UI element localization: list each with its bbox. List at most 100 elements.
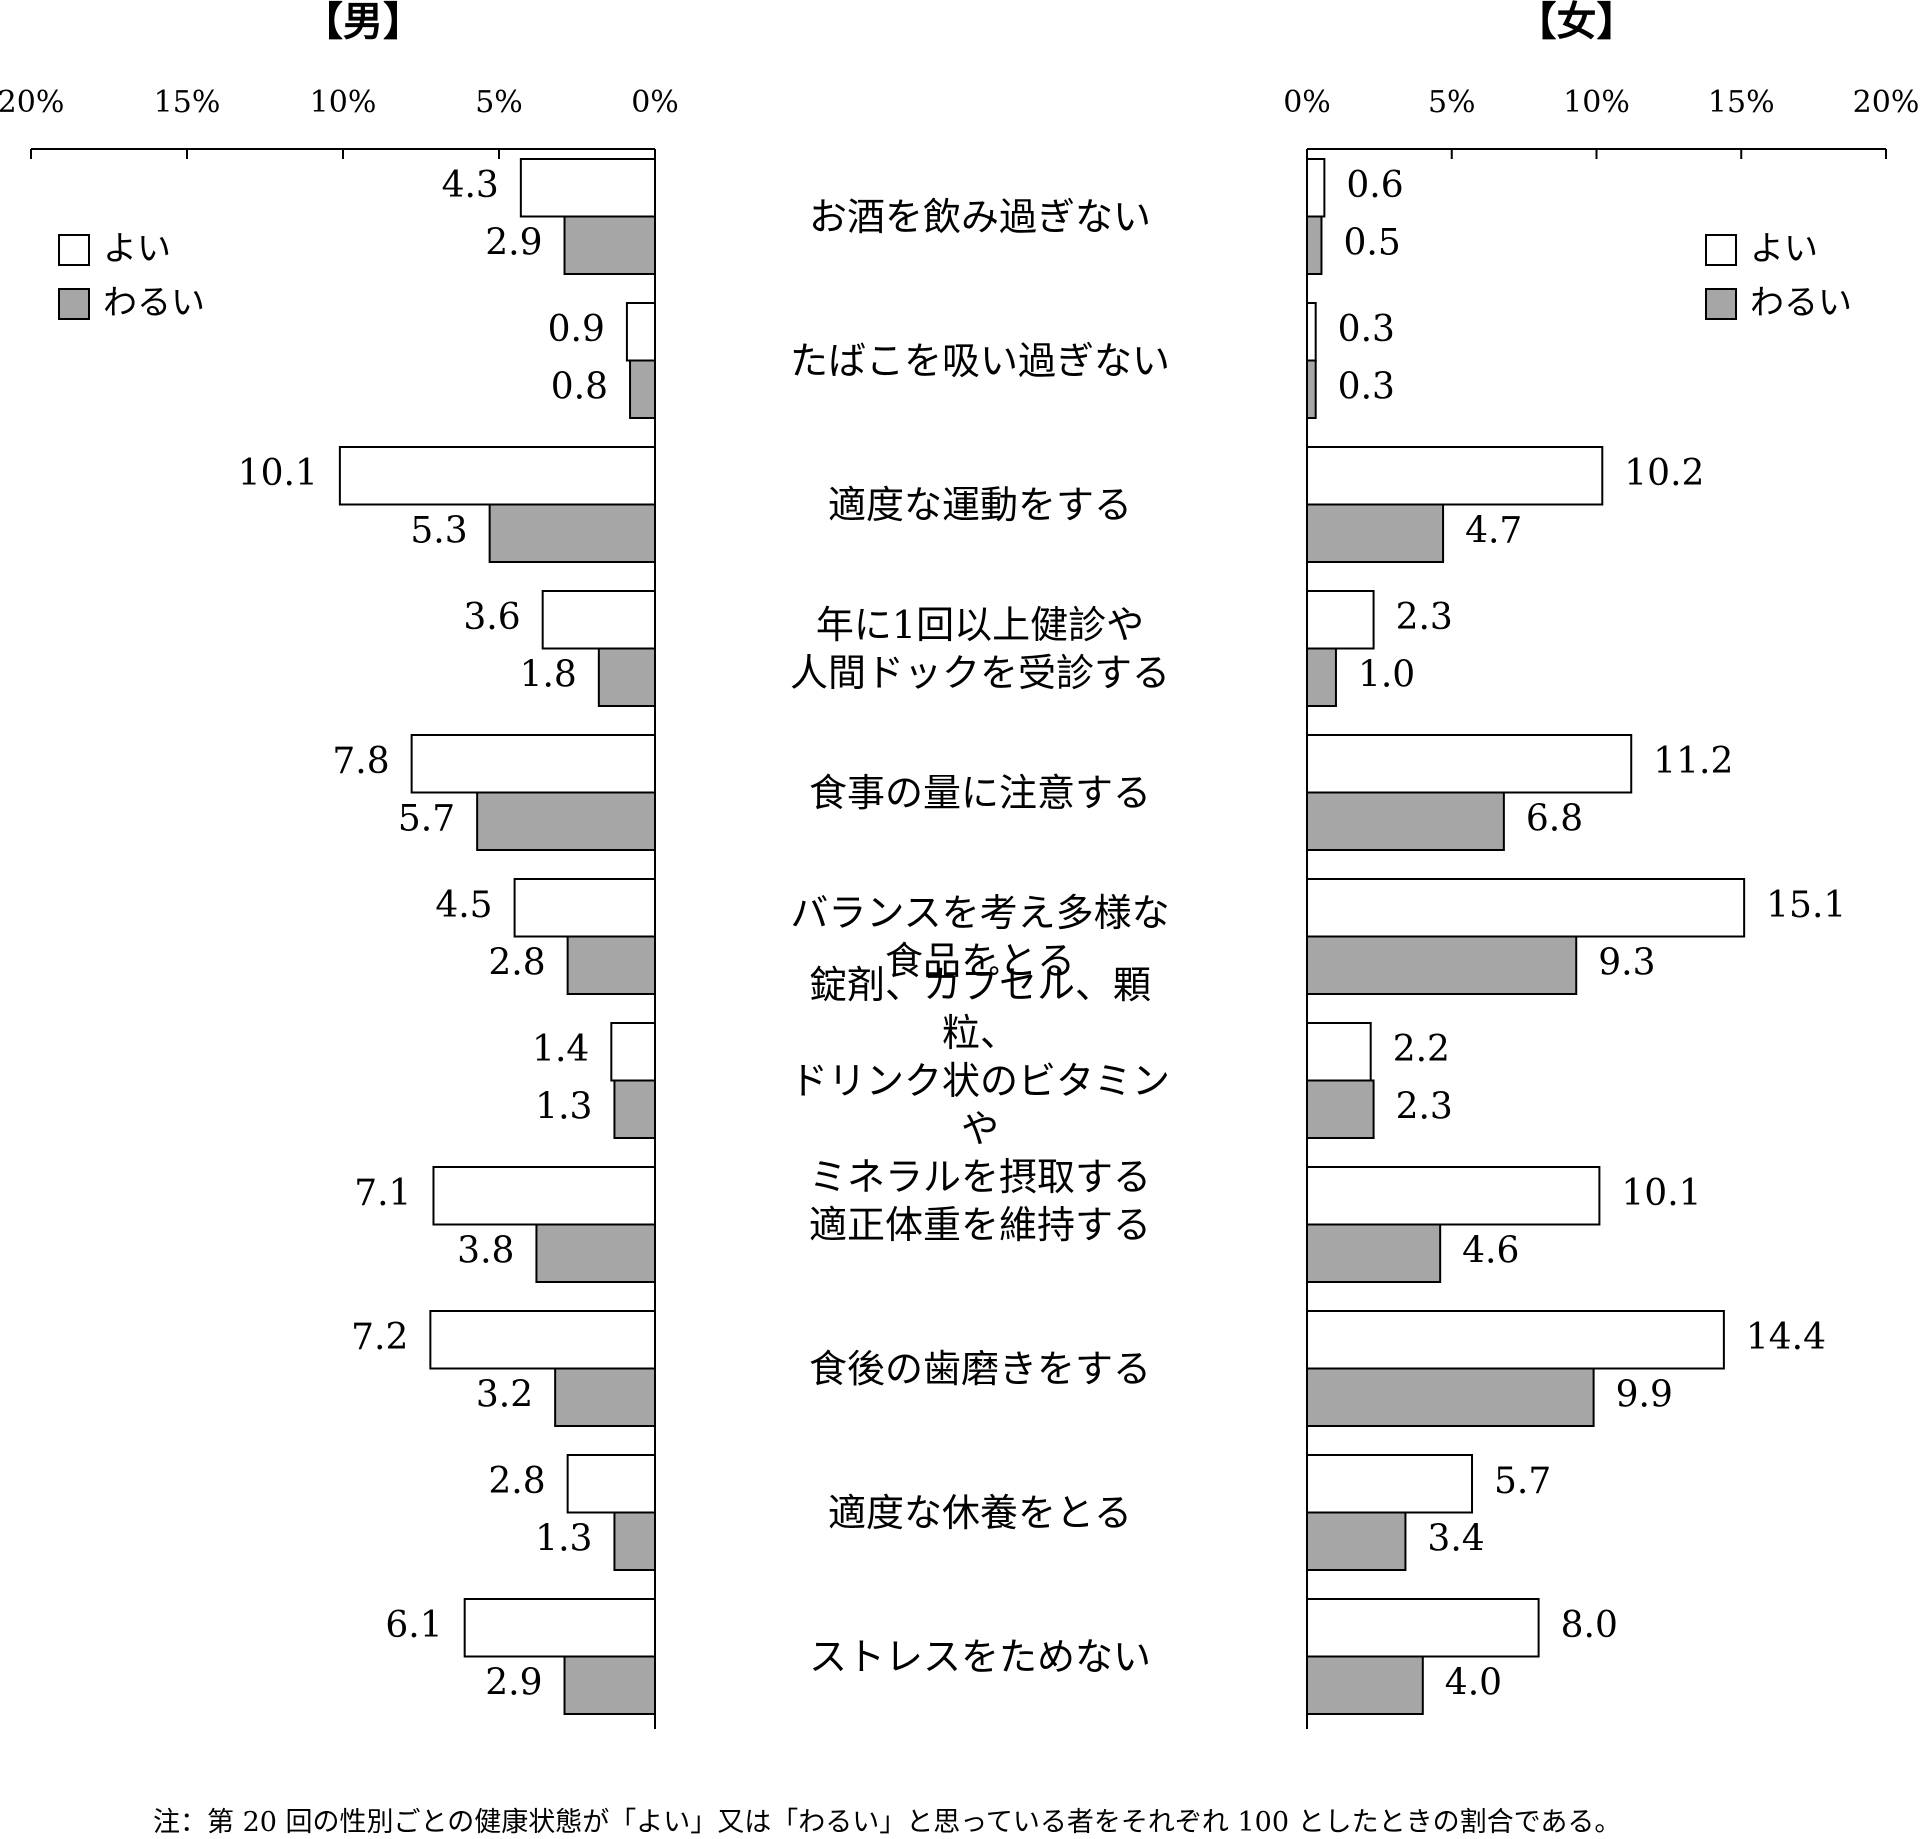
value-label: 0.9	[548, 309, 605, 350]
bar	[1306, 647, 1337, 707]
value-label: 0.6	[1346, 165, 1403, 206]
bar	[625, 302, 656, 362]
bar	[519, 158, 657, 218]
category-label: たばこを吸い過ぎない	[789, 338, 1170, 383]
value-label: 0.3	[1338, 366, 1395, 407]
category-label: ストレスをためない	[808, 1634, 1151, 1679]
legend-label: わるい	[103, 283, 205, 323]
value-label: 10.2	[1624, 453, 1704, 494]
value-label: 1.0	[1358, 654, 1415, 695]
bar	[1306, 359, 1317, 419]
legend-label: わるい	[1750, 283, 1852, 323]
bar	[432, 1166, 657, 1226]
value-label: 5.7	[1494, 1461, 1551, 1502]
bar	[1306, 215, 1323, 275]
value-label: 4.7	[1465, 510, 1522, 551]
x-tick-label: 10%	[1563, 85, 1630, 120]
bar	[1306, 158, 1326, 218]
value-label: 1.3	[535, 1086, 592, 1127]
x-tick-label: 0%	[1283, 85, 1331, 120]
bar	[338, 446, 656, 506]
bar	[429, 1310, 656, 1370]
value-label: 3.6	[463, 597, 520, 638]
bar	[1306, 1079, 1375, 1139]
value-label: 3.8	[457, 1230, 514, 1271]
value-label: 5.3	[410, 510, 467, 551]
chart-title: 【女】	[1517, 0, 1637, 45]
chart-title: 【男】	[303, 0, 423, 45]
value-label: 2.9	[485, 222, 542, 263]
note: 注：第 20 回の性別ごとの健康状態が「よい」又は「わるい」と思っている者をそれ…	[153, 1807, 1622, 1838]
value-label: 5.7	[398, 798, 455, 839]
bar	[410, 734, 657, 794]
bar	[566, 1454, 657, 1514]
x-tick-label: 5%	[475, 85, 523, 120]
value-label: 0.3	[1338, 309, 1395, 350]
bar	[488, 503, 657, 563]
legend-swatch	[58, 234, 90, 266]
value-label: 0.8	[551, 366, 608, 407]
bar	[1306, 1598, 1540, 1658]
value-label: 9.3	[1598, 942, 1655, 983]
value-label: 4.5	[435, 885, 492, 926]
bar	[1306, 1166, 1601, 1226]
bar	[1306, 503, 1445, 563]
value-label: 3.2	[476, 1374, 533, 1415]
value-label: 8.0	[1561, 1605, 1618, 1646]
bar	[1306, 791, 1505, 851]
bar	[1306, 1310, 1725, 1370]
value-label: 1.3	[535, 1518, 592, 1559]
value-label: 11.2	[1653, 741, 1733, 782]
bar	[1306, 1367, 1595, 1427]
bar	[1306, 590, 1375, 650]
value-label: 7.2	[351, 1317, 408, 1358]
bar	[1306, 446, 1604, 506]
legend-label: よい	[103, 229, 171, 269]
bar	[541, 590, 656, 650]
value-label: 2.3	[1396, 597, 1453, 638]
bar	[1306, 1511, 1407, 1571]
bar	[563, 1655, 657, 1715]
category-label: 食後の歯磨きをする	[808, 1346, 1151, 1391]
bar	[554, 1367, 656, 1427]
legend-swatch	[58, 288, 90, 320]
bar	[476, 791, 656, 851]
value-label: 7.8	[332, 741, 389, 782]
category-label: バランスを考え多様な 食品をとる	[790, 890, 1170, 983]
bar	[566, 935, 657, 995]
x-tick-label: 0%	[631, 85, 679, 120]
bar	[597, 647, 657, 707]
legend-swatch	[1705, 234, 1737, 266]
category-label: 年に1回以上健診や 人間ドックを受診する	[789, 602, 1170, 695]
bar	[1306, 1223, 1442, 1283]
legend-swatch	[1705, 288, 1737, 320]
bar	[613, 1079, 657, 1139]
value-label: 1.8	[520, 654, 577, 695]
value-label: 2.9	[485, 1662, 542, 1703]
bar	[1306, 878, 1746, 938]
value-label: 6.1	[385, 1605, 442, 1646]
value-label: 2.2	[1393, 1029, 1450, 1070]
value-label: 6.8	[1526, 798, 1583, 839]
value-label: 1.4	[532, 1029, 589, 1070]
value-label: 0.5	[1343, 222, 1400, 263]
bar	[1306, 302, 1317, 362]
value-label: 10.1	[238, 453, 318, 494]
category-label: 適正体重を維持する	[808, 1202, 1151, 1247]
bar	[1306, 935, 1578, 995]
value-label: 14.4	[1746, 1317, 1826, 1358]
bar	[610, 1022, 657, 1082]
value-label: 4.3	[442, 165, 499, 206]
value-label: 4.6	[1462, 1230, 1519, 1271]
value-label: 10.1	[1621, 1173, 1701, 1214]
category-label: お酒を飲み過ぎない	[808, 194, 1151, 239]
category-label: 適度な休養をとる	[827, 1490, 1132, 1535]
x-tick-label: 5%	[1428, 85, 1476, 120]
value-label: 2.3	[1396, 1086, 1453, 1127]
bar	[1306, 1454, 1474, 1514]
x-tick-label: 10%	[310, 85, 377, 120]
legend-label: よい	[1750, 229, 1818, 269]
value-label: 2.8	[488, 1461, 545, 1502]
